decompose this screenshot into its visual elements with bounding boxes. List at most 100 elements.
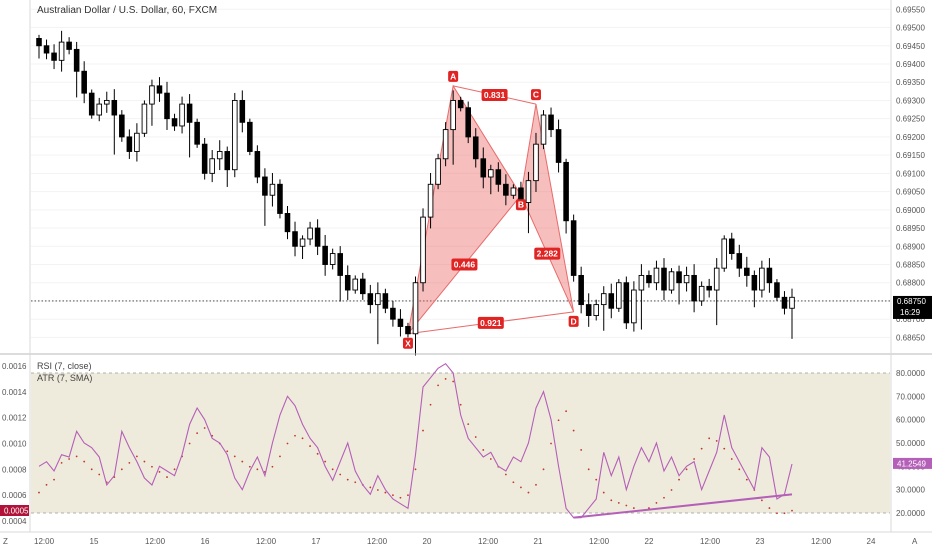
candle-up bbox=[759, 267, 765, 291]
pattern-ratio-badge bbox=[451, 258, 478, 271]
atr-dot bbox=[580, 449, 583, 451]
atr-dot bbox=[68, 458, 71, 460]
rsi-tick-label: 30.0000 bbox=[896, 486, 925, 495]
candle-down bbox=[691, 274, 697, 302]
atr-dot bbox=[354, 481, 357, 484]
atr-dot bbox=[587, 468, 590, 471]
atr-dot bbox=[738, 468, 741, 471]
candle-up bbox=[450, 99, 456, 131]
candle-up bbox=[533, 143, 539, 182]
atr-dot bbox=[550, 442, 552, 445]
time-tick-label: 24 bbox=[867, 537, 876, 546]
pattern-point-label: D bbox=[571, 316, 577, 326]
atr-dot bbox=[158, 471, 161, 473]
atr-dot bbox=[715, 440, 718, 442]
price-tick-label: 0.69500 bbox=[896, 24, 925, 33]
candle-up bbox=[307, 227, 313, 240]
atr-dot bbox=[294, 434, 296, 437]
time-tick-label: 12:00 bbox=[478, 537, 499, 546]
current-price-text: 0.68750 bbox=[897, 297, 926, 306]
price-tick-label: 0.68700 bbox=[896, 315, 925, 324]
price-tick-label: 0.68800 bbox=[896, 279, 925, 288]
atr-dot bbox=[286, 442, 289, 445]
candle-up bbox=[435, 158, 441, 185]
candle-down bbox=[201, 143, 208, 174]
atr-dot bbox=[83, 460, 86, 463]
price-tick-label: 0.69300 bbox=[896, 96, 925, 105]
candle-down bbox=[292, 231, 298, 247]
candle-up bbox=[616, 282, 622, 309]
atr-dot bbox=[527, 491, 530, 494]
atr-dot bbox=[422, 429, 424, 432]
candle-down bbox=[608, 293, 615, 309]
indicator-pane[interactable]: RSI (7, close) ATR (7, SMA) bbox=[31, 361, 890, 519]
chart-title: Australian Dollar / U.S. Dollar, 60, FXC… bbox=[37, 5, 217, 16]
candle-down bbox=[495, 169, 502, 185]
atr-dot bbox=[663, 496, 665, 499]
atr-value-badge-text: 0.0005 bbox=[4, 507, 29, 516]
rsi-tick-label: 50.0000 bbox=[896, 439, 925, 448]
atr-dot bbox=[188, 442, 191, 445]
price-tick-label: 0.69350 bbox=[896, 78, 925, 87]
atr-dot bbox=[414, 468, 417, 471]
atr-dot bbox=[437, 384, 439, 387]
left-price-axis[interactable]: 0.0016 0.0014 0.0012 0.0010 0.0008 0.0006 0.00… bbox=[0, 0, 31, 532]
candle-down bbox=[744, 267, 750, 276]
candle-down bbox=[337, 253, 343, 276]
atr-dot bbox=[474, 436, 477, 438]
time-axis[interactable]: Z A 12:00 15 12:00 16 12:00 17 12:00 20 12:00 21 1… bbox=[0, 531, 932, 546]
atr-dot bbox=[98, 473, 101, 476]
pattern-ratio-badge bbox=[477, 316, 504, 329]
rsi-divergence-line[interactable] bbox=[573, 493, 793, 519]
atr-dot bbox=[459, 403, 462, 406]
rsi-tick-label: 70.0000 bbox=[896, 392, 925, 401]
pattern-ratio-label: 2.282 bbox=[537, 249, 559, 259]
candle-down bbox=[781, 296, 788, 309]
atr-dot bbox=[700, 447, 703, 450]
atr-dot bbox=[196, 432, 199, 435]
price-tick-label: 0.69450 bbox=[896, 42, 925, 51]
atr-dot bbox=[331, 468, 334, 471]
atr-dot bbox=[648, 507, 650, 509]
rsi-band bbox=[31, 373, 890, 513]
atr-dot bbox=[670, 489, 673, 491]
atr-dot bbox=[45, 483, 48, 486]
pattern-ratio-badge bbox=[534, 247, 561, 260]
candle-up bbox=[134, 132, 140, 152]
candle-up bbox=[789, 296, 795, 309]
atr-dot bbox=[346, 478, 349, 481]
atr-dot bbox=[392, 494, 394, 497]
candle-down bbox=[247, 121, 253, 152]
candle-down bbox=[73, 48, 80, 72]
atr-dot bbox=[625, 504, 628, 507]
candle-up bbox=[412, 282, 419, 335]
right-price-axis[interactable]: 0.69550 0.69500 0.69450 0.69400 0.69350 0.693… bbox=[890, 0, 932, 532]
candle-down bbox=[36, 38, 42, 47]
pattern-point-label: X bbox=[405, 338, 411, 348]
candle-down bbox=[390, 307, 396, 320]
price-pane[interactable]: X A B C D 0.831 0.446 2.282 0.921 Australian Dol… bbox=[31, 5, 890, 356]
price-tick-label: 0.69250 bbox=[896, 115, 925, 124]
atr-dot bbox=[730, 458, 733, 460]
atr-dot bbox=[610, 499, 613, 502]
candle-down bbox=[661, 267, 667, 291]
rsi-tick-label: 20.0000 bbox=[896, 509, 925, 518]
candle-up bbox=[427, 183, 434, 218]
atr-dot bbox=[120, 468, 123, 471]
atr-dot bbox=[512, 481, 515, 484]
candle-down bbox=[465, 107, 471, 138]
atr-legend-label[interactable]: ATR (7, SMA) bbox=[37, 373, 92, 383]
candle-up bbox=[299, 238, 306, 247]
candle-up bbox=[231, 99, 238, 171]
atr-dot bbox=[324, 460, 327, 463]
time-tick-label: 12:00 bbox=[145, 537, 166, 546]
time-axis-ticks: 12:00 15 12:00 16 12:00 17 12:00 20 12:00 21 12:00… bbox=[34, 537, 876, 546]
atr-dot bbox=[53, 478, 55, 481]
atr-dot bbox=[602, 491, 605, 494]
candle-up bbox=[141, 103, 148, 134]
candle-down bbox=[480, 158, 487, 178]
rsi-legend-label[interactable]: RSI (7, close) bbox=[37, 361, 92, 371]
atr-dot bbox=[595, 478, 598, 481]
price-tick-label: 0.68950 bbox=[896, 224, 925, 233]
candle-down bbox=[676, 271, 682, 284]
